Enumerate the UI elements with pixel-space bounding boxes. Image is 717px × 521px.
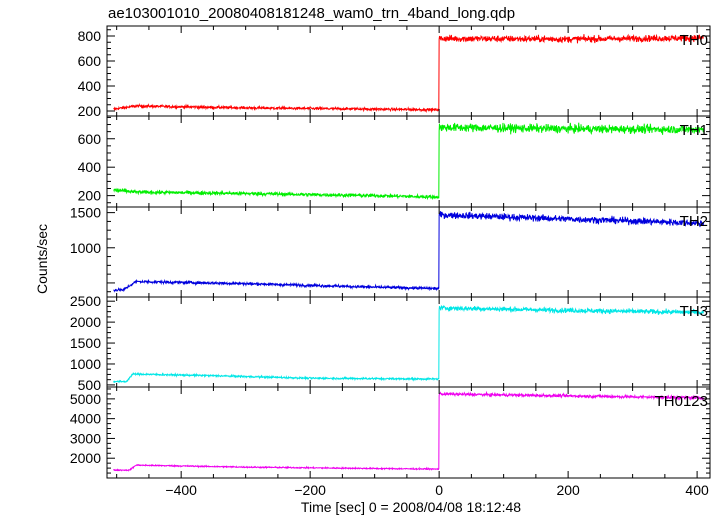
x-tick-label: 400 [685,482,709,498]
panel-th0123: 2000 3000 4000 5000 TH0123 [70,386,711,479]
y-tick-label: 200 [78,103,102,119]
y-tick-label: 4000 [70,411,101,427]
y-axis-label: Counts/sec [34,224,50,294]
y-tick-label: 5000 [70,391,101,407]
panel-th2: 1000 1500 TH2 [70,205,711,298]
y-tick-label: 2500 [70,293,101,309]
panel-label-th3: TH3 [680,303,708,320]
x-axis: −400 −200 0 200 400 [165,482,709,498]
panel-th3: 500 1000 1500 2000 2500 TH3 [70,293,711,393]
panel-frame [106,386,711,479]
lightcurve-th3 [113,305,705,384]
y-tick-label: 1000 [70,240,101,256]
y-tick-label: 400 [78,159,102,175]
panels-group: 200 400 600 800 TH0 200 400 600 TH1 1000 1500 TH2 50… [70,25,711,479]
panel-th0: 200 400 600 800 TH0 [78,25,711,119]
panel-label-th0123: TH0123 [655,393,708,410]
panel-label-th0: TH0 [680,32,708,49]
y-tick-label: 800 [78,28,102,44]
panel-th1: 200 400 600 TH1 [78,115,711,208]
lightcurve-th0 [113,33,704,114]
y-tick-label: 1000 [70,356,101,372]
y-tick-label: 3000 [70,430,101,446]
y-tick-label: 200 [78,188,102,204]
x-tick-label: −200 [294,482,326,498]
panel-label-th1: TH1 [680,122,708,139]
y-tick-label: 2000 [70,450,101,466]
y-tick-label: 1500 [70,335,101,351]
lightcurve-th1 [113,122,705,201]
lightcurve-th2 [113,211,705,293]
x-tick-label: −400 [165,482,197,498]
y-tick-label: 600 [78,131,102,147]
y-tick-label: 500 [78,377,102,393]
x-tick-label: 200 [556,482,580,498]
x-tick-label: 0 [435,482,443,498]
y-tick-label: 2000 [70,314,101,330]
y-tick-label: 600 [78,53,102,69]
lightcurve-th0123 [113,390,705,472]
y-tick-label: 400 [78,78,102,94]
y-tick-label: 1500 [70,205,101,221]
x-axis-label: Time [sec] 0 = 2008/04/08 18:12:48 [301,499,521,515]
chart-title: ae103001010_20080408181248_wam0_trn_4ban… [108,5,515,22]
panel-label-th2: TH2 [680,213,708,230]
